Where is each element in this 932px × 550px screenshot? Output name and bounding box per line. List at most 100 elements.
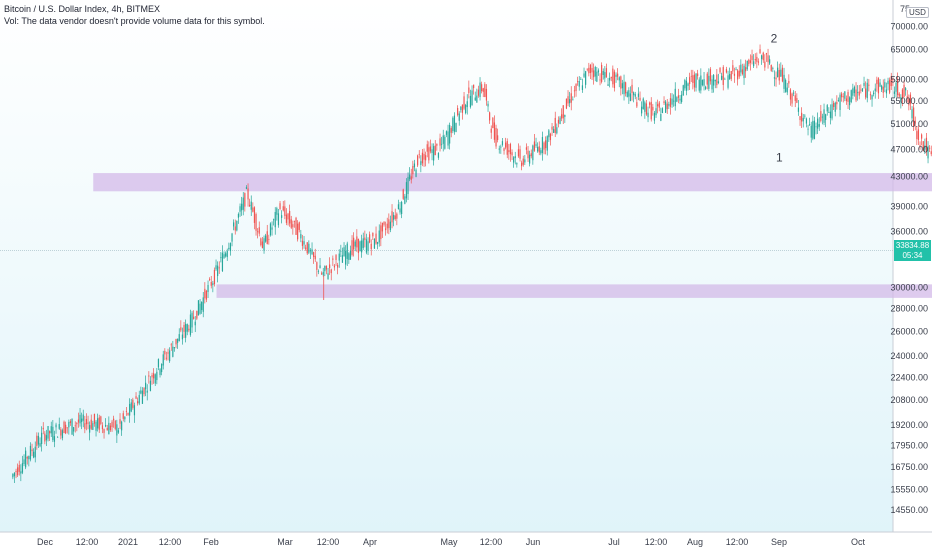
candle-body [55,424,57,428]
candle-body [497,135,499,141]
candle-body [388,219,390,229]
candle-body [495,127,497,147]
candle-body [668,104,670,106]
candle-body [799,116,801,121]
price-axis-panel[interactable] [893,0,932,550]
candle-body [437,152,440,158]
symbol-title[interactable]: Bitcoin / U.S. Dollar Index, 4h, BITMEX [4,4,161,14]
candle-body [47,426,49,439]
candle-body [402,189,404,199]
candle-body [925,137,928,153]
candle-body [586,68,588,70]
candle-body [836,102,838,105]
volume-note: Vol: The data vendor doesn't provide vol… [4,16,265,26]
price-tick-label: 24000.00 [890,351,928,361]
candle-body [837,100,840,102]
candle-body [266,231,268,244]
candle-body [865,88,867,98]
candle-body [877,78,880,94]
currency-badge[interactable]: USD [906,7,929,18]
candle-body [122,413,124,419]
candle-body [813,120,816,139]
time-tick-label: Aug [687,537,703,547]
candle-body [529,154,531,164]
price-tick-label: 30000.00 [890,282,928,292]
candle-body [36,435,38,446]
resistance-zone[interactable] [93,173,932,192]
candle-body [162,354,164,366]
candle-body [364,237,366,240]
candle-body [857,92,859,94]
candle-body [265,235,267,242]
candle-body [820,111,822,121]
chart-header: Bitcoin / U.S. Dollar Index, 4h, BITMEX … [4,3,265,27]
candle-body [849,97,851,106]
candle-body [412,166,414,175]
time-axis-panel[interactable] [0,532,932,550]
last-price-value: 33834.88 [895,241,930,251]
candle-body [489,112,491,121]
candle-body [530,153,532,157]
candle-body [559,117,561,125]
time-tick-label: 12:00 [76,537,99,547]
candle-body [801,112,803,122]
candle-body [573,90,576,92]
support-zone[interactable] [216,284,932,298]
candle-body [404,196,406,204]
candle-body [92,423,94,430]
candle-body [860,89,862,91]
candle-body [274,211,276,228]
candle-body [367,241,369,251]
candle-body [194,321,196,326]
candle-body [378,230,380,243]
last-price-tag: 33834.88 05:34 [894,240,931,262]
candle-body [370,243,372,250]
candle-body [676,97,678,102]
candle-body [737,70,739,80]
candle-body [572,99,574,101]
candle-body [353,237,355,250]
candle-body [218,267,220,269]
candle-body [345,250,347,265]
candle-body [785,79,787,92]
price-tick-label: 55000.00 [890,96,928,106]
candle-body [647,112,649,118]
candle-body [498,148,500,150]
candle-body [645,103,648,115]
candle-body [903,84,905,98]
candle-body [897,78,899,96]
candle-body [452,117,454,132]
candle-body [543,142,545,150]
candle-body [623,81,625,95]
candle-body [303,241,305,245]
candle-body [845,98,848,102]
candle-body [775,77,777,80]
candle-body [517,149,520,157]
candle-body [77,419,80,423]
candle-body [396,213,398,219]
candle-body [863,82,865,86]
price-tick-label: 19200.00 [890,420,928,430]
candle-body [426,144,428,152]
candle-body [297,223,299,240]
candle-body [858,91,860,96]
candle-body [143,387,145,395]
candle-body [121,421,123,431]
price-tick-label: 26000.00 [890,326,928,336]
candle-body [629,93,632,102]
candle-body [362,238,364,248]
candle-body [380,225,382,240]
candle-body [770,64,772,71]
candle-body [927,146,929,159]
candle-body [861,88,864,92]
time-tick-label: 12:00 [726,537,749,547]
candle-body [172,346,174,357]
candle-body [340,250,342,252]
time-tick-label: 12:00 [645,537,668,547]
candle-body [711,79,713,90]
candle-body [866,82,868,99]
candle-body [493,122,496,140]
candle-body [916,131,918,139]
candle-body [301,240,304,246]
